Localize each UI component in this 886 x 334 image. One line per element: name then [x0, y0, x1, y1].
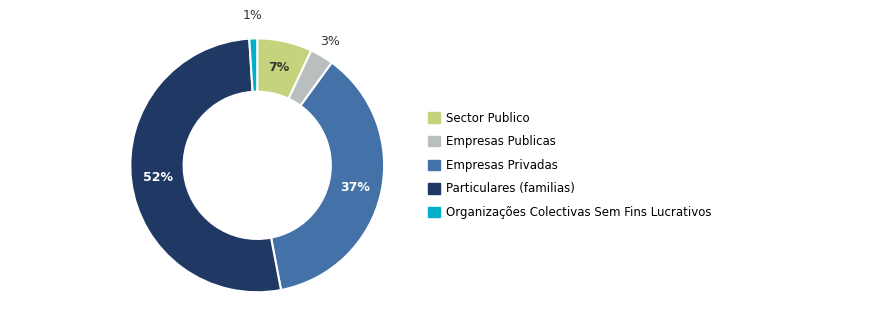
Wedge shape — [130, 39, 281, 292]
Legend: Sector Publico, Empresas Publicas, Empresas Privadas, Particulares (familias), O: Sector Publico, Empresas Publicas, Empre… — [428, 112, 711, 219]
Text: 7%: 7% — [268, 61, 290, 74]
Wedge shape — [249, 38, 257, 92]
Text: 37%: 37% — [339, 181, 369, 194]
Text: 1%: 1% — [242, 9, 262, 22]
Wedge shape — [288, 50, 331, 106]
Text: 3%: 3% — [320, 35, 340, 48]
Wedge shape — [271, 63, 384, 290]
Wedge shape — [257, 38, 311, 99]
Text: 52%: 52% — [143, 171, 173, 184]
